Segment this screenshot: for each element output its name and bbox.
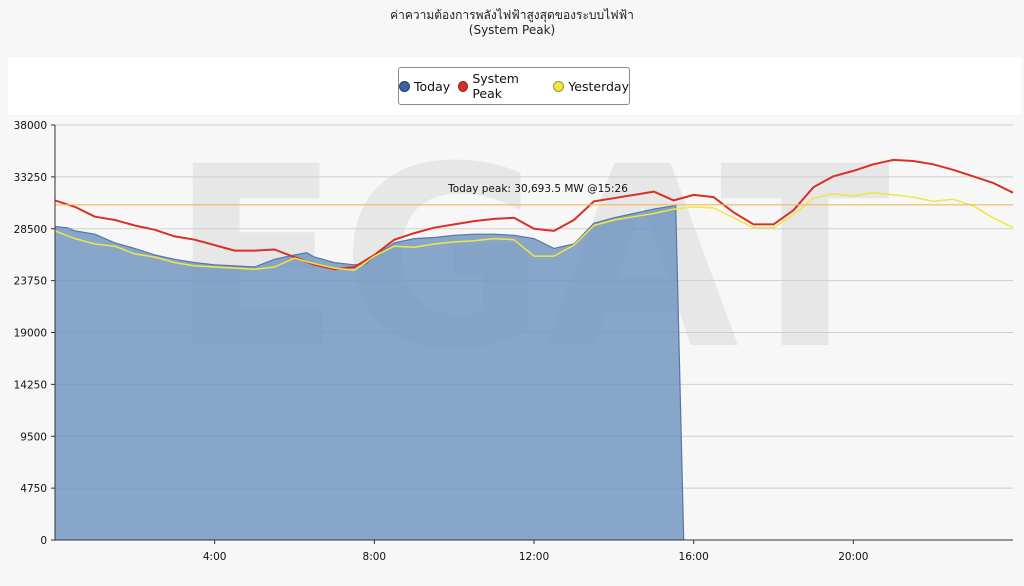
x-tick-label: 20:00 [838,551,868,563]
x-tick-label: 12:00 [519,551,549,563]
legend-system-peak-marker [458,80,469,92]
y-tick-label: 38000 [14,120,47,132]
y-tick-label: 23750 [14,276,47,288]
x-tick-label: 4:00 [203,551,227,563]
y-tick-label: 28500 [14,224,47,236]
peak-annotation: Today peak: 30,693.5 MW @15:26 [447,183,628,195]
legend-system-peak-label: System Peak [472,71,519,101]
legend-today-marker [399,80,410,92]
y-tick-label: 33250 [14,172,47,184]
y-tick-label: 19000 [14,328,47,340]
legend-item-today[interactable]: Today [399,79,450,94]
legend: Today System Peak Yesterday [398,67,630,105]
chart-title: ค่าความต้องการพลังไฟฟ้าสูงสุดของระบบไฟฟ้… [390,8,634,22]
x-tick-label: 16:00 [679,551,709,563]
legend-item-yesterday[interactable]: Yesterday [553,79,629,94]
y-tick-label: 0 [40,535,47,547]
chart-subtitle: (System Peak) [468,23,556,37]
y-tick-label: 9500 [20,431,47,443]
y-tick-label: 14250 [14,379,47,391]
legend-today-label: Today [414,78,451,94]
today-area [55,204,684,541]
legend-yesterday-marker [553,80,565,92]
today-line [54,203,685,541]
legend-item-system-peak[interactable]: System Peak [458,71,545,101]
yesterday-line [54,191,1014,272]
legend-yesterday-label: Yesterday [568,78,629,94]
system-peak-line [54,158,1014,271]
x-tick-label: 8:00 [363,551,387,563]
y-tick-label: 4750 [20,483,47,495]
chart-title-block: ค่าความต้องการพลังไฟฟ้าสูงสุดของระบบไฟฟ้… [0,8,1024,38]
